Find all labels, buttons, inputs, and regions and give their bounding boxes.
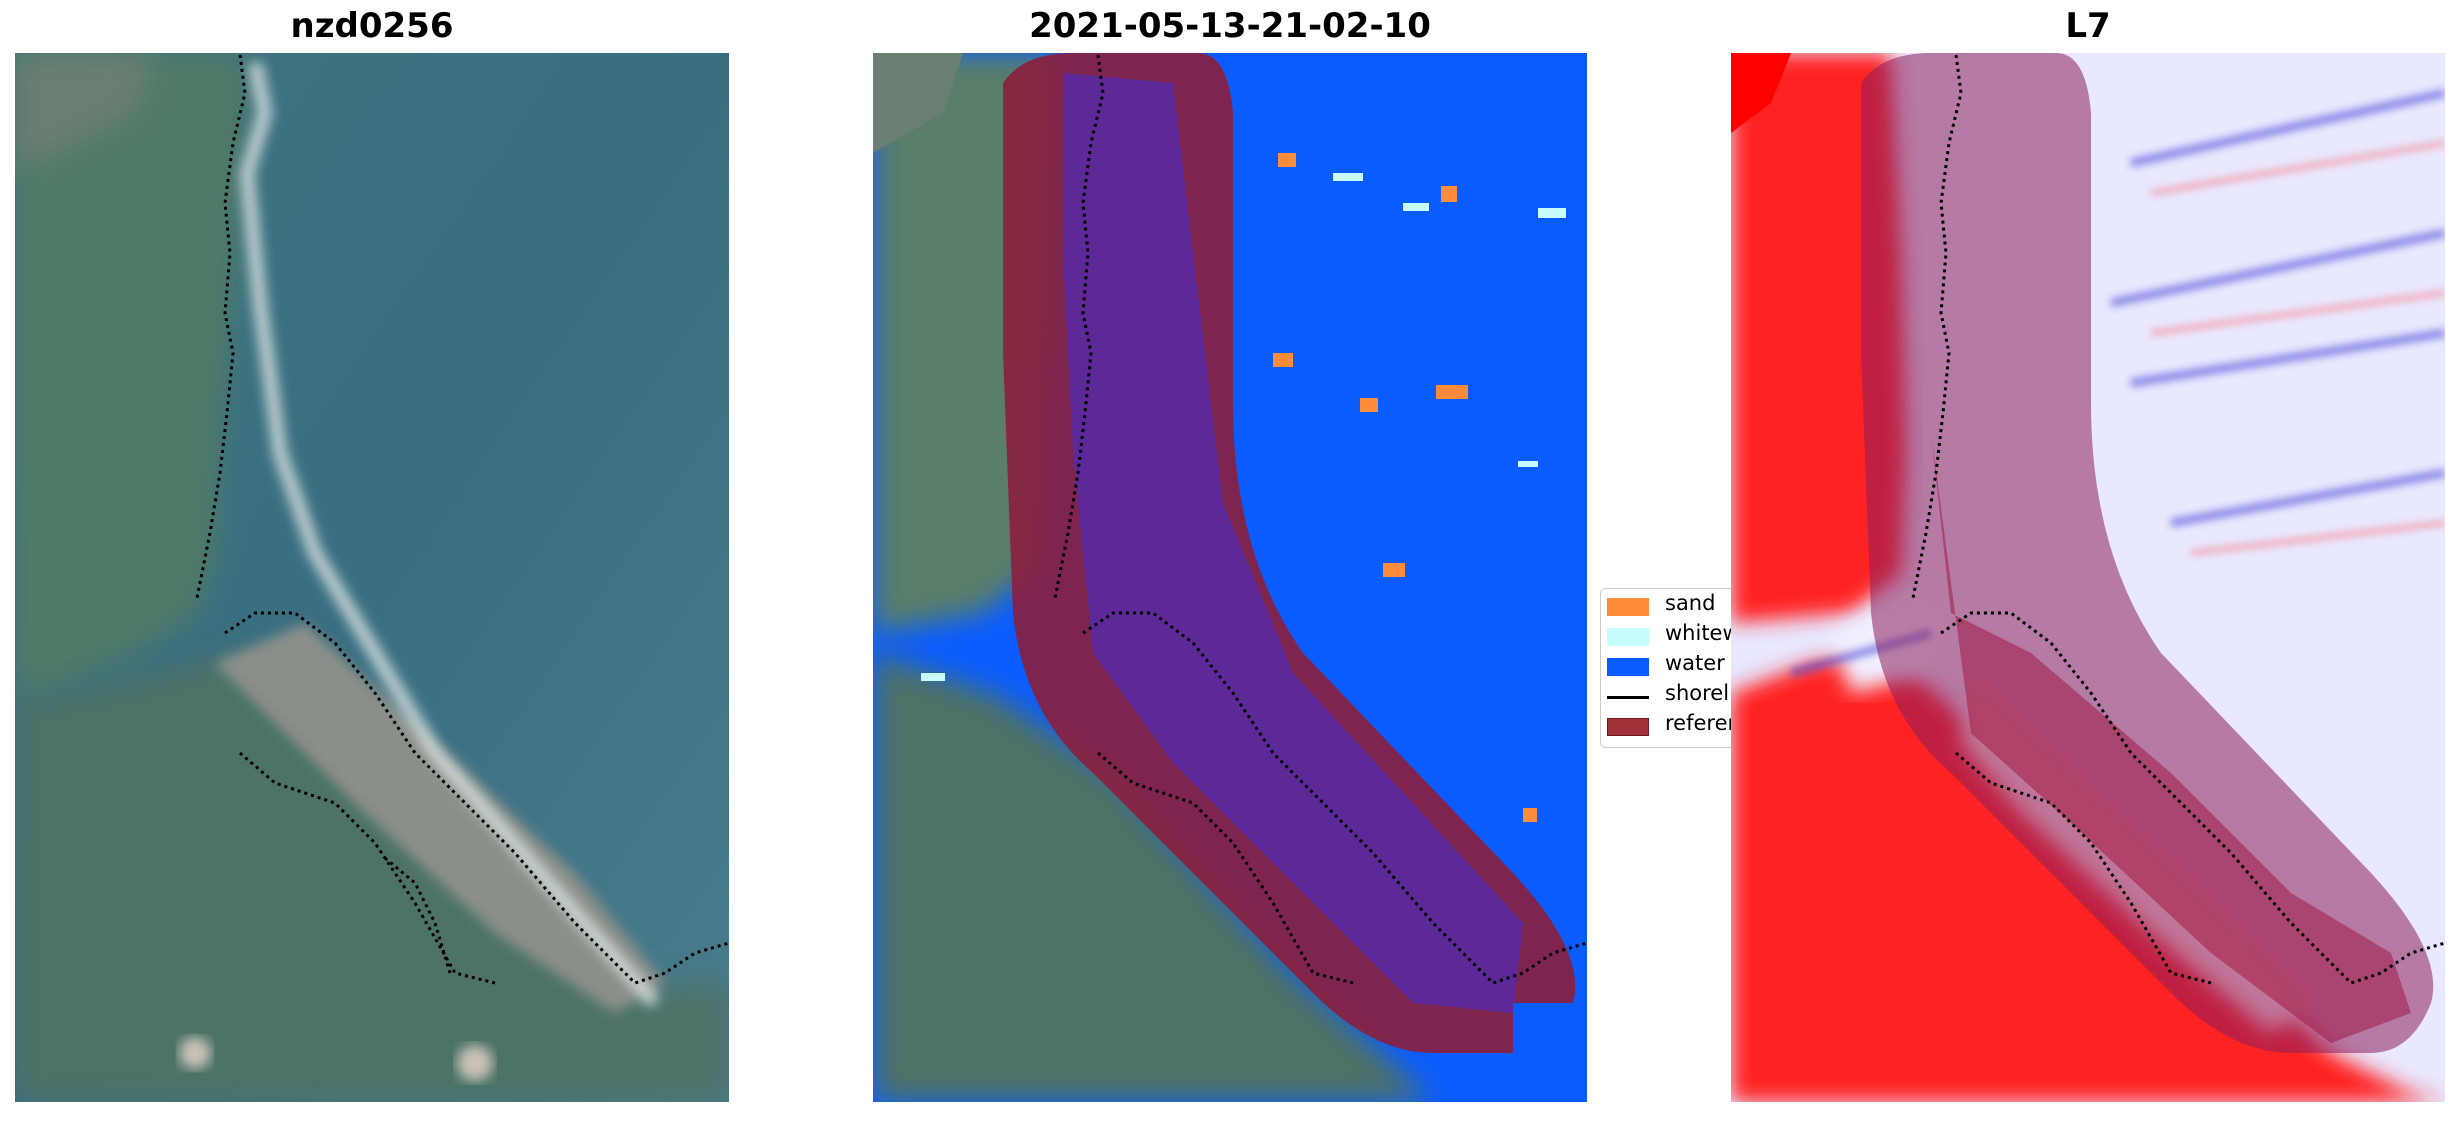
satellite-image-panel — [15, 53, 729, 1102]
satellite-image — [15, 53, 729, 1102]
legend-item-shoreline: shoreline — [1601, 679, 1739, 709]
legend-label: shoreline — [1665, 681, 1739, 705]
legend-label: water — [1665, 651, 1725, 675]
sand-pixel — [1523, 808, 1537, 822]
sand-pixel — [1278, 153, 1296, 167]
index-panel — [1731, 53, 2445, 1102]
shoreline-line-icon — [1607, 696, 1649, 699]
sand-swatch — [1607, 598, 1649, 616]
sand-pixel — [1360, 398, 1378, 412]
sand-pixel — [1436, 385, 1468, 399]
panel-title-2: 2021-05-13-21-02-10 — [1029, 6, 1431, 46]
whitewater-swatch — [1607, 628, 1649, 646]
whitewater-pixel — [1333, 173, 1363, 181]
whitewater-pixel — [1538, 208, 1566, 218]
classification-panel — [873, 53, 1587, 1102]
whitewater-pixel — [921, 673, 945, 681]
sand-pixel — [1441, 186, 1457, 202]
legend-item-reference: reference — [1601, 709, 1739, 739]
legend-item-sand: sand — [1601, 589, 1739, 619]
legend-label: sand — [1665, 591, 1716, 615]
legend-label: reference — [1665, 711, 1739, 735]
index-image — [1731, 53, 2445, 1102]
water-swatch — [1607, 658, 1649, 676]
legend-item-water: water — [1601, 649, 1739, 679]
sand-pixel — [1273, 353, 1293, 367]
whitewater-pixel — [1518, 461, 1538, 467]
classification-image — [873, 53, 1587, 1102]
reference-swatch — [1607, 718, 1649, 736]
sand-pixel — [1383, 563, 1405, 577]
reference-band — [1861, 53, 2434, 1053]
whitewater-pixel — [1403, 203, 1429, 211]
panel-title-3: L7 — [2065, 6, 2111, 46]
panel-title-1: nzd0256 — [290, 6, 454, 46]
